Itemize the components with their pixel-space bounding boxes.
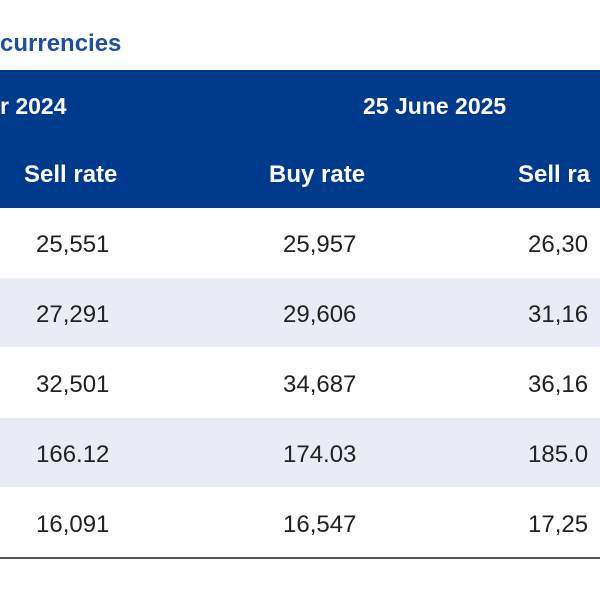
table-row: 166.12 174.03 185.0 xyxy=(0,418,600,487)
table-header: r 2024 25 June 2025 Sell rate Buy rate S… xyxy=(0,70,600,208)
cell-buy-rate-right: 34,687 xyxy=(283,371,357,398)
header-buy-rate-right: Buy rate xyxy=(269,161,366,188)
header-date-right: 25 June 2025 xyxy=(363,93,507,119)
table-title: currencies xyxy=(0,30,122,57)
cell-buy-rate-right: 25,957 xyxy=(283,231,357,258)
header-sell-rate-right: Sell ra xyxy=(518,161,591,188)
cell-sell-rate-right: 31,16 xyxy=(528,301,589,328)
header-sell-rate-left: Sell rate xyxy=(24,161,118,188)
cell-sell-rate-left: 25,551 xyxy=(36,231,110,258)
cell-sell-rate-right: 26,30 xyxy=(528,231,589,258)
cell-sell-rate-right: 36,16 xyxy=(528,371,589,398)
cell-buy-rate-right: 16,547 xyxy=(283,511,357,538)
cell-buy-rate-right: 174.03 xyxy=(283,441,357,468)
cell-sell-rate-right: 185.0 xyxy=(528,441,589,468)
table-row: 27,291 29,606 31,16 xyxy=(0,278,600,347)
cell-sell-rate-left: 27,291 xyxy=(36,301,110,328)
cell-sell-rate-left: 166.12 xyxy=(36,441,110,468)
cell-sell-rate-left: 32,501 xyxy=(36,371,110,398)
cell-buy-rate-right: 29,606 xyxy=(283,301,357,328)
table-row: 25,551 25,957 26,30 xyxy=(0,208,600,277)
table-bottom-rule xyxy=(0,557,600,559)
table-row: 16,091 16,547 17,25 xyxy=(0,488,600,557)
table-row: 32,501 34,687 36,16 xyxy=(0,348,600,417)
cell-sell-rate-left: 16,091 xyxy=(36,511,110,538)
header-date-left: r 2024 xyxy=(0,93,67,119)
cell-sell-rate-right: 17,25 xyxy=(528,511,589,538)
